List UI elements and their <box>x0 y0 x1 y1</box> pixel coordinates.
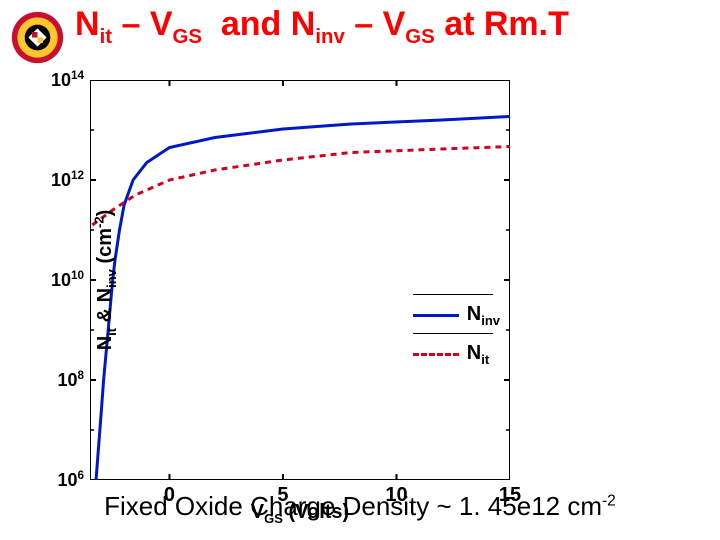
legend-item-nit: Nit <box>413 340 500 368</box>
legend-divider-top <box>413 294 493 295</box>
y-tick-label: 1010 <box>51 269 84 291</box>
university-logo <box>10 10 65 65</box>
y-tick-label: 108 <box>57 369 84 391</box>
legend-label-nit: Nit <box>467 342 489 367</box>
legend: Ninv Nit <box>413 290 500 368</box>
y-tick-label: 106 <box>57 469 84 491</box>
legend-swatch-nit <box>413 353 459 356</box>
legend-swatch-ninv <box>413 314 459 317</box>
y-tick-label: 1012 <box>51 169 84 191</box>
slide-title: Nit – VGS and Ninv – VGS at Rm.T <box>75 5 569 49</box>
legend-label-ninv: Ninv <box>467 303 500 328</box>
footer-text: Fixed Oxide Charge Density ~ 1. 45e12 cm… <box>104 491 616 522</box>
legend-divider-mid <box>413 333 493 334</box>
chart: Nit & Ninv (cm-2) VGS (Volts) 1061081010… <box>90 80 510 480</box>
legend-item-ninv: Ninv <box>413 301 500 329</box>
y-tick-label: 1014 <box>51 69 84 91</box>
